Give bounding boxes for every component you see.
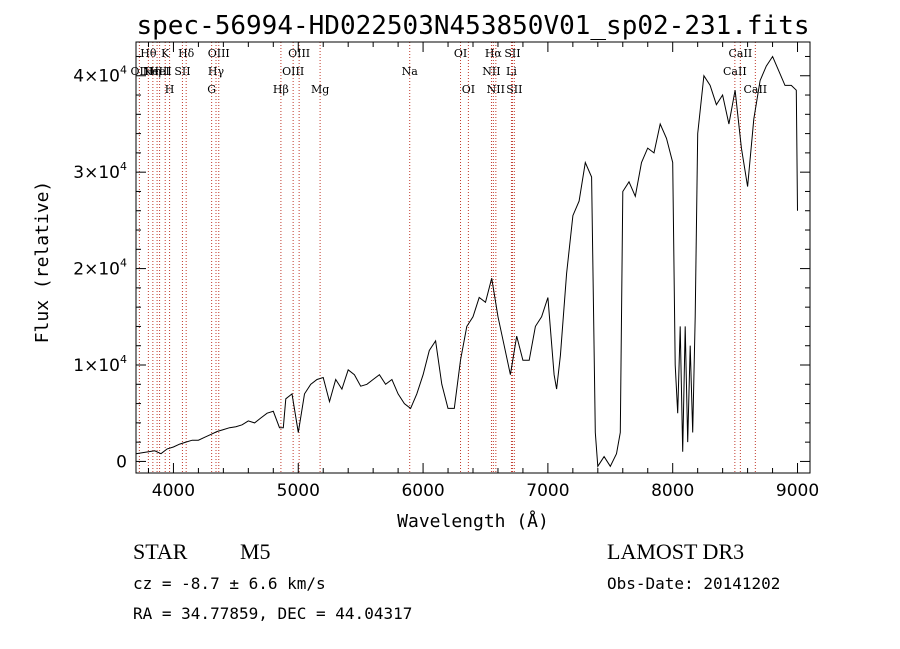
spectrum-series-line xyxy=(135,55,798,468)
spectral-line-label: CaII xyxy=(723,65,747,78)
chart-title: spec-56994-HD022503N453850V01_sp02-231.f… xyxy=(136,11,809,41)
x-tick-label: 9000 xyxy=(776,481,819,501)
y-axis-label: Flux (relative) xyxy=(32,181,53,344)
spectral-line-label: OI xyxy=(462,83,475,96)
x-tick-label: 6000 xyxy=(401,481,444,501)
spectral-line-label: OIII xyxy=(288,47,310,60)
object-subclass: M5 xyxy=(240,539,271,564)
coordinates: RA = 34.77859, DEC = 44.04317 xyxy=(133,604,413,623)
x-tick-label: 4000 xyxy=(152,481,195,501)
spectral-line-label: NII xyxy=(482,65,500,78)
object-type: STAR xyxy=(133,539,188,564)
spectral-line-label: Hθ xyxy=(140,47,157,60)
spectral-line-label: G xyxy=(207,83,216,96)
spectral-line-label: NII xyxy=(487,83,505,96)
spectral-line-label: K xyxy=(161,47,170,60)
spectral-line-label: OIII xyxy=(208,47,230,60)
y-tick-label: 1×104 xyxy=(73,353,127,376)
y-axis-ticks: 0 1×104 2×104 3×104 4×104 xyxy=(73,55,810,472)
spectral-line-label: CaII xyxy=(729,47,753,60)
x-tick-label: 8000 xyxy=(651,481,694,501)
spectral-line-label: Hδ xyxy=(178,47,195,60)
y-tick-label: 3×104 xyxy=(73,160,127,183)
spectral-line-label: SII xyxy=(174,65,190,78)
spectral-line-label: SII xyxy=(506,83,522,96)
x-axis-ticks: 4000 5000 6000 7000 8000 9000 xyxy=(147,42,819,501)
x-axis-label: Wavelength (Å) xyxy=(397,510,549,532)
spectral-line-label: SII xyxy=(504,47,520,60)
y-tick-label: 4×104 xyxy=(73,64,127,87)
x-tick-label: 7000 xyxy=(526,481,569,501)
spectral-line-label: OII xyxy=(131,65,149,78)
spectral-line-label: Hα xyxy=(485,47,503,60)
spectral-line-label: H xyxy=(165,83,175,96)
spectral-line-label: Li xyxy=(506,65,517,78)
spectral-line-label: Hβ xyxy=(273,83,289,96)
spectral-line-label: OIII xyxy=(282,65,304,78)
spectral-line-label: Hη xyxy=(145,65,161,78)
survey-name: LAMOST DR3 xyxy=(607,539,745,564)
spectral-line-label: Na xyxy=(402,65,419,78)
redshift-velocity: cz = -8.7 ± 6.6 km/s xyxy=(133,574,326,593)
plot-frame xyxy=(135,41,811,474)
x-tick-label: 5000 xyxy=(277,481,320,501)
spectral-line-label: Mg xyxy=(311,83,329,96)
spectral-line-label: CaII xyxy=(743,83,767,96)
spectral-line-markers xyxy=(138,42,756,473)
spectral-line-label: NeIII xyxy=(143,65,172,78)
spectral-line-label: HeI xyxy=(149,65,169,78)
spectral-line-label: OI xyxy=(454,47,467,60)
y-tick-label: 0 xyxy=(116,452,127,472)
spectral-line-label: Hγ xyxy=(208,65,225,78)
observation-date: Obs-Date: 20141202 xyxy=(607,574,781,593)
y-tick-label: 2×104 xyxy=(73,257,127,280)
